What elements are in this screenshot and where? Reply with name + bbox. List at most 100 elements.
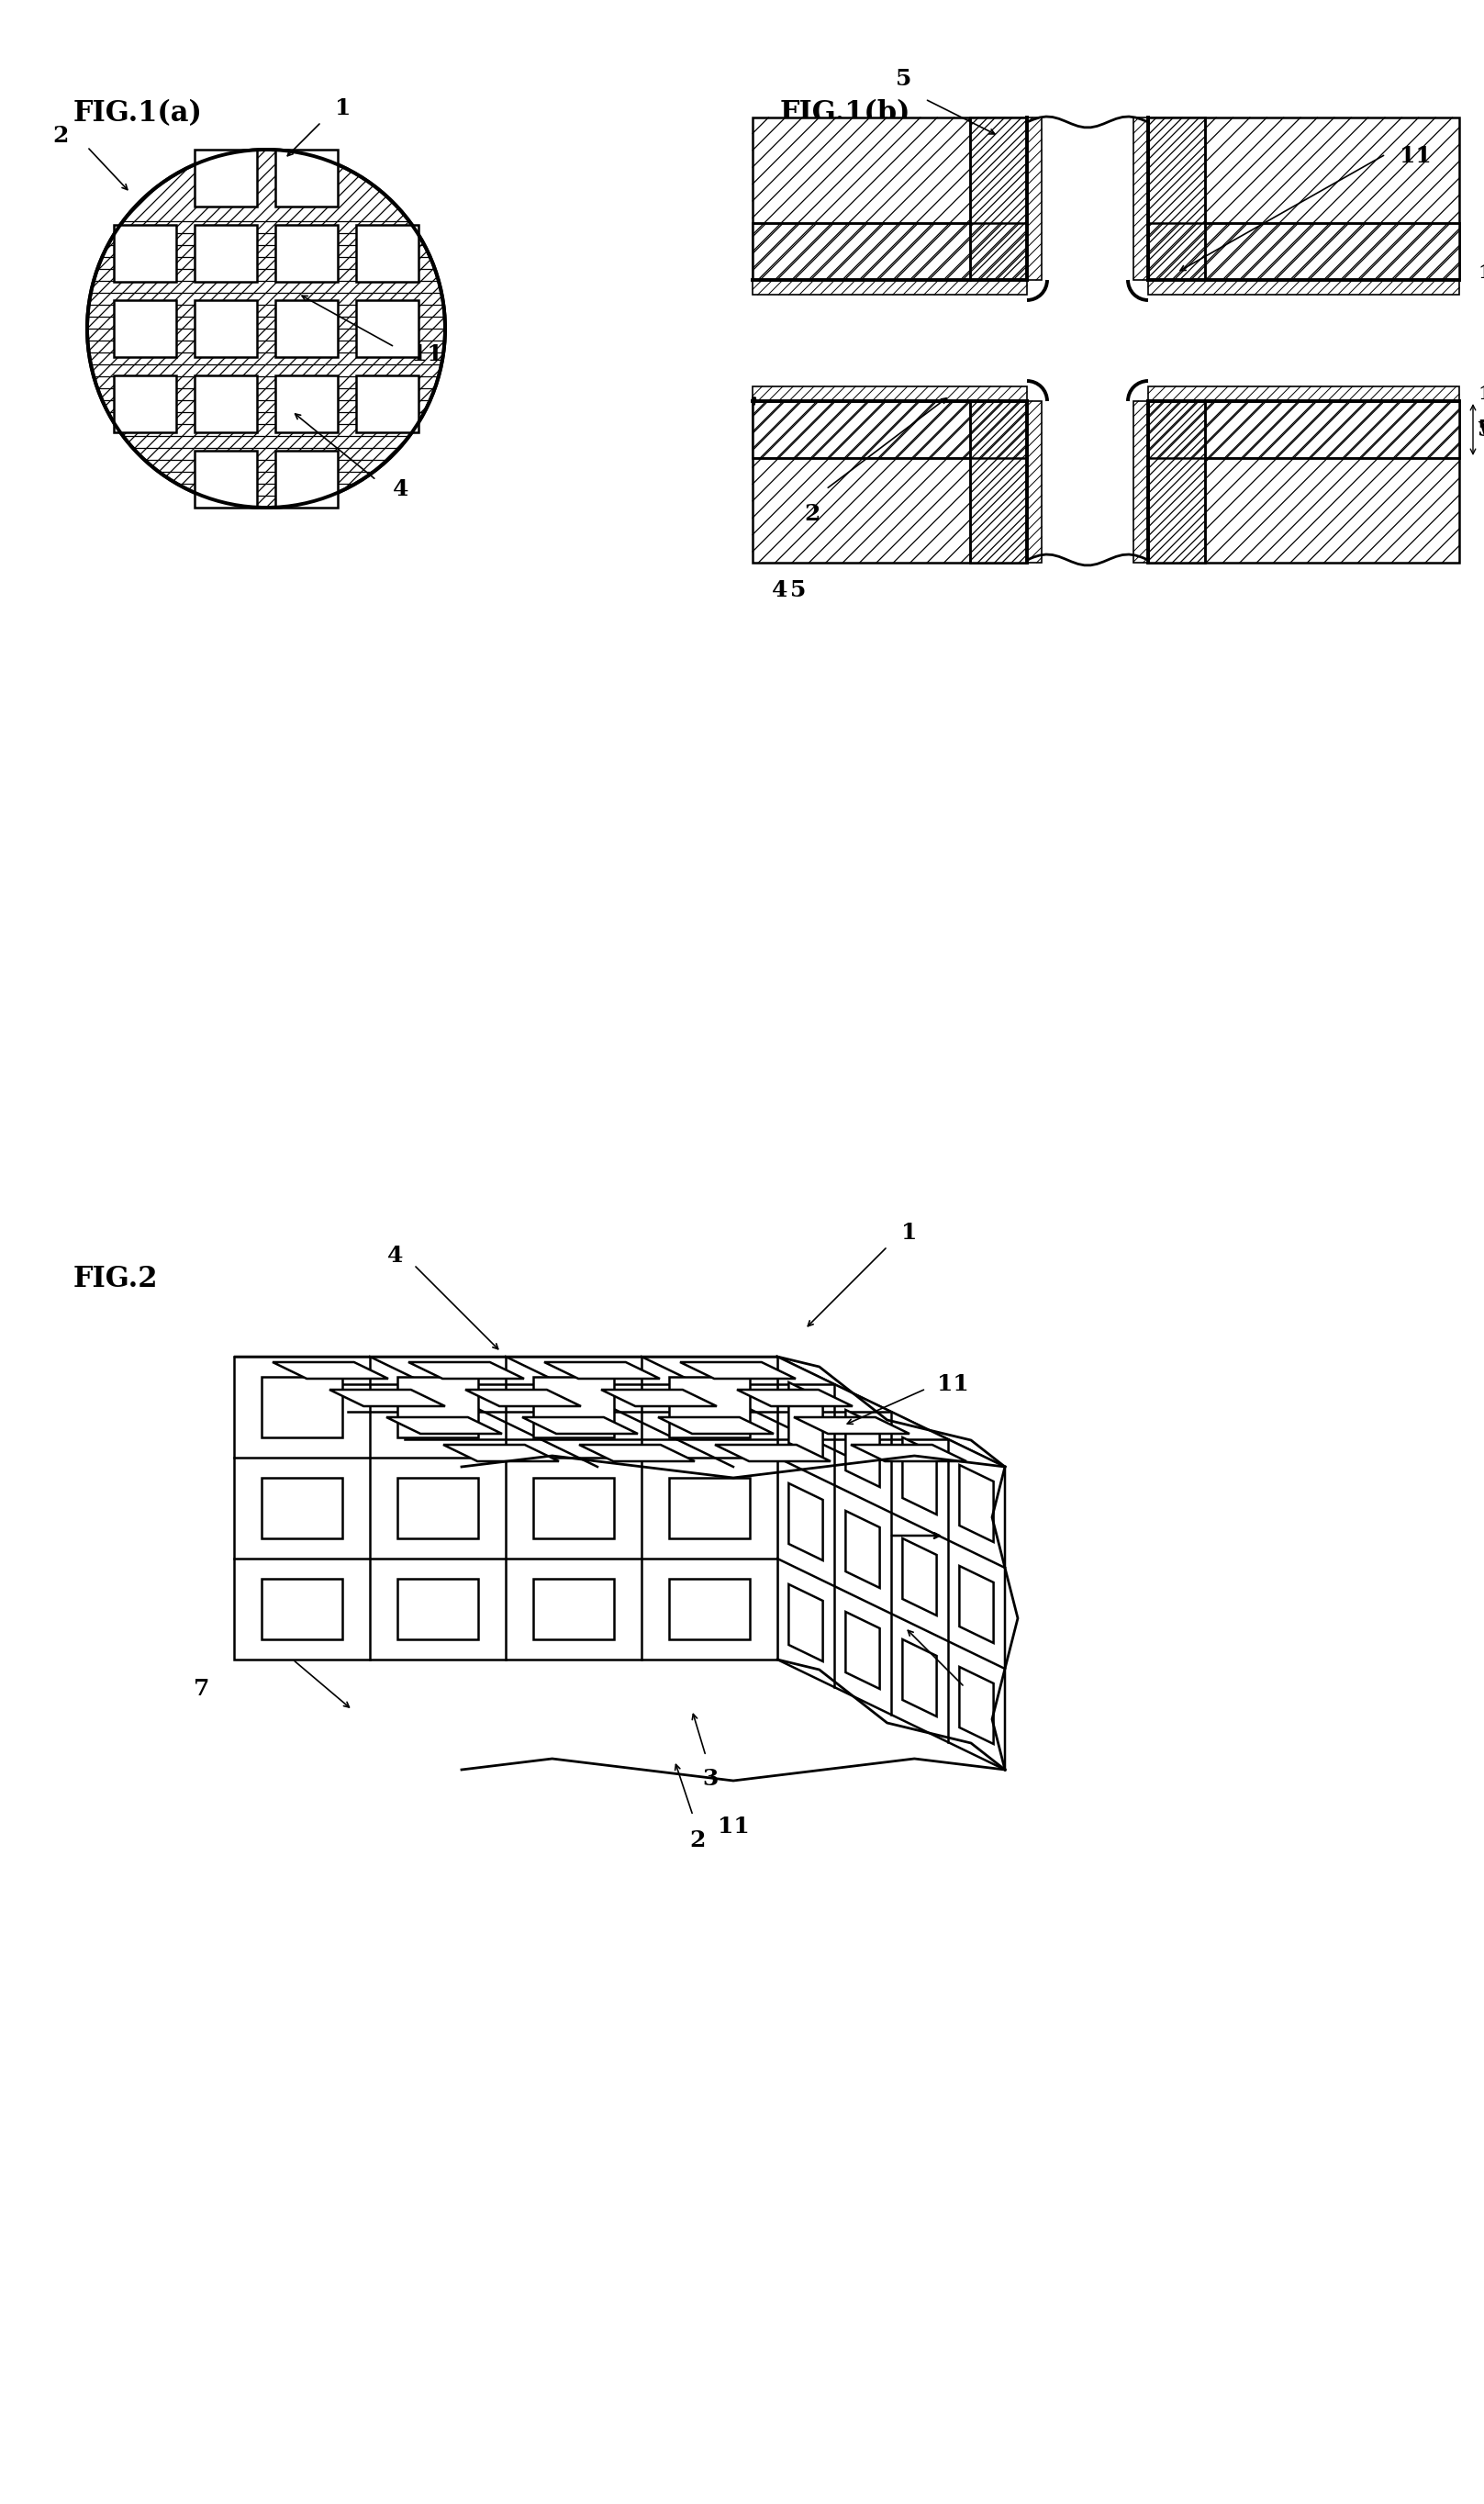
Polygon shape (579, 1445, 695, 1462)
Bar (1149, 118, 1205, 280)
Text: 1: 1 (335, 98, 350, 120)
Bar (276, 225, 338, 283)
Polygon shape (669, 1578, 751, 1640)
Polygon shape (398, 1477, 478, 1537)
Bar (1134, 118, 1149, 280)
Bar (752, 401, 1027, 563)
Polygon shape (850, 1445, 966, 1462)
Polygon shape (846, 1613, 880, 1688)
Text: 4: 4 (387, 1244, 402, 1267)
Text: 2: 2 (690, 1830, 705, 1850)
Polygon shape (261, 1477, 343, 1537)
Text: 5: 5 (895, 68, 911, 90)
Bar (1149, 401, 1459, 563)
Bar (276, 150, 338, 205)
Bar (194, 225, 257, 283)
Bar (114, 300, 177, 358)
Polygon shape (545, 1362, 660, 1380)
Polygon shape (386, 1417, 502, 1435)
Polygon shape (960, 1668, 994, 1743)
Polygon shape (234, 1357, 778, 1660)
Bar (1149, 118, 1459, 280)
Polygon shape (902, 1537, 936, 1615)
Polygon shape (261, 1578, 343, 1640)
Bar (1027, 118, 1042, 280)
Bar (752, 118, 1459, 563)
Bar (1149, 401, 1205, 563)
Text: 3: 3 (702, 1768, 718, 1790)
Bar (1149, 280, 1459, 295)
Bar (1149, 386, 1459, 401)
Polygon shape (960, 1565, 994, 1643)
Bar (194, 376, 257, 433)
Bar (114, 225, 177, 283)
Text: FIG.2: FIG.2 (73, 1265, 159, 1292)
Text: 5: 5 (791, 578, 806, 601)
Bar (356, 225, 418, 283)
Polygon shape (261, 1377, 343, 1437)
Text: 2: 2 (53, 125, 68, 148)
Text: 11: 11 (936, 1372, 969, 1395)
Text: 4: 4 (772, 578, 788, 601)
Text: A: A (954, 1525, 972, 1547)
Polygon shape (669, 1377, 751, 1437)
Polygon shape (794, 1417, 910, 1435)
Bar (276, 300, 338, 358)
Bar (1149, 401, 1459, 458)
Text: 4: 4 (266, 1640, 282, 1660)
Text: W: W (1478, 421, 1484, 438)
Text: 11: 11 (1399, 145, 1432, 168)
Polygon shape (601, 1390, 717, 1407)
Polygon shape (778, 1357, 1005, 1770)
Polygon shape (902, 1437, 936, 1515)
Text: 11: 11 (717, 1815, 749, 1838)
Polygon shape (846, 1510, 880, 1588)
Text: 2: 2 (804, 503, 821, 526)
Text: 7: 7 (194, 1678, 209, 1700)
Polygon shape (234, 1357, 1005, 1467)
Bar (1134, 401, 1149, 563)
Polygon shape (329, 1390, 445, 1407)
Bar (752, 386, 1027, 401)
Bar (356, 376, 418, 433)
Polygon shape (408, 1362, 524, 1380)
Polygon shape (444, 1445, 559, 1462)
Polygon shape (466, 1390, 580, 1407)
Circle shape (88, 150, 445, 508)
Bar (194, 451, 257, 508)
Bar (752, 401, 1027, 458)
Text: 13: 13 (1478, 386, 1484, 403)
Bar (114, 376, 177, 433)
Bar (971, 118, 1027, 280)
Polygon shape (398, 1578, 478, 1640)
Bar (752, 118, 1027, 280)
Bar (194, 300, 257, 358)
Bar (752, 280, 1027, 295)
Polygon shape (846, 1410, 880, 1487)
Text: 12: 12 (1478, 263, 1484, 283)
Text: FIG.1(b): FIG.1(b) (781, 100, 911, 128)
Bar (752, 223, 1027, 280)
Text: 5: 5 (1478, 418, 1484, 441)
Bar (276, 451, 338, 508)
Polygon shape (960, 1465, 994, 1542)
Polygon shape (715, 1445, 831, 1462)
Bar (356, 300, 418, 358)
Bar (1149, 223, 1459, 280)
Polygon shape (738, 1390, 853, 1407)
Bar (1027, 401, 1042, 563)
Polygon shape (533, 1377, 614, 1437)
Polygon shape (902, 1640, 936, 1715)
Polygon shape (533, 1477, 614, 1537)
Text: FIG.1(a): FIG.1(a) (73, 100, 203, 128)
Bar (194, 150, 257, 205)
Polygon shape (398, 1377, 478, 1437)
Polygon shape (273, 1362, 389, 1380)
Text: 6: 6 (974, 1695, 990, 1718)
Polygon shape (669, 1477, 751, 1537)
Polygon shape (788, 1585, 822, 1660)
Polygon shape (522, 1417, 638, 1435)
Polygon shape (533, 1578, 614, 1640)
Text: 11: 11 (411, 343, 444, 366)
Text: 4: 4 (393, 478, 408, 501)
